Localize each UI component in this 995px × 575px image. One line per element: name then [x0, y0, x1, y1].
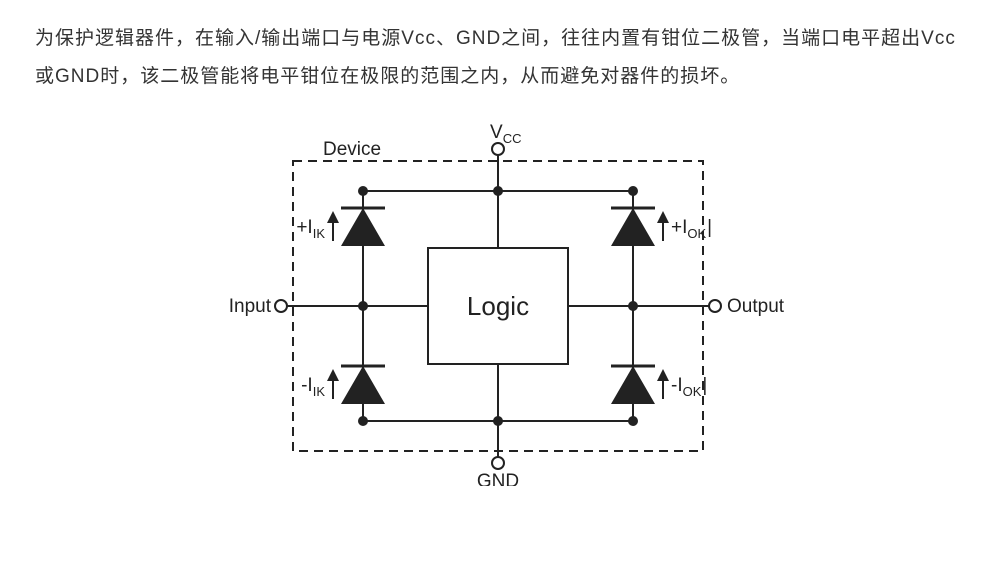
clamp-diode-diagram: Device VCC GND Input Output Logic +IIK -IIK +IOK…: [203, 116, 793, 486]
svg-text:-IIK: -IIK: [301, 375, 325, 399]
svg-text:-IOK|: -IOK|: [671, 375, 707, 399]
diagram-container: Device VCC GND Input Output Logic +IIK -IIK +IOK…: [35, 116, 960, 486]
svg-text:Output: Output: [727, 296, 785, 317]
svg-text:+IOK|: +IOK|: [671, 217, 712, 241]
svg-text:Input: Input: [228, 296, 271, 317]
svg-text:Logic: Logic: [466, 291, 528, 321]
svg-text:+IIK: +IIK: [296, 217, 325, 241]
svg-text:Device: Device: [323, 139, 381, 160]
svg-text:GND: GND: [476, 471, 518, 486]
intro-paragraph: 为保护逻辑器件，在输入/输出端口与电源Vcc、GND之间，往往内置有钳位二极管，…: [35, 20, 960, 96]
svg-text:VCC: VCC: [490, 122, 521, 146]
